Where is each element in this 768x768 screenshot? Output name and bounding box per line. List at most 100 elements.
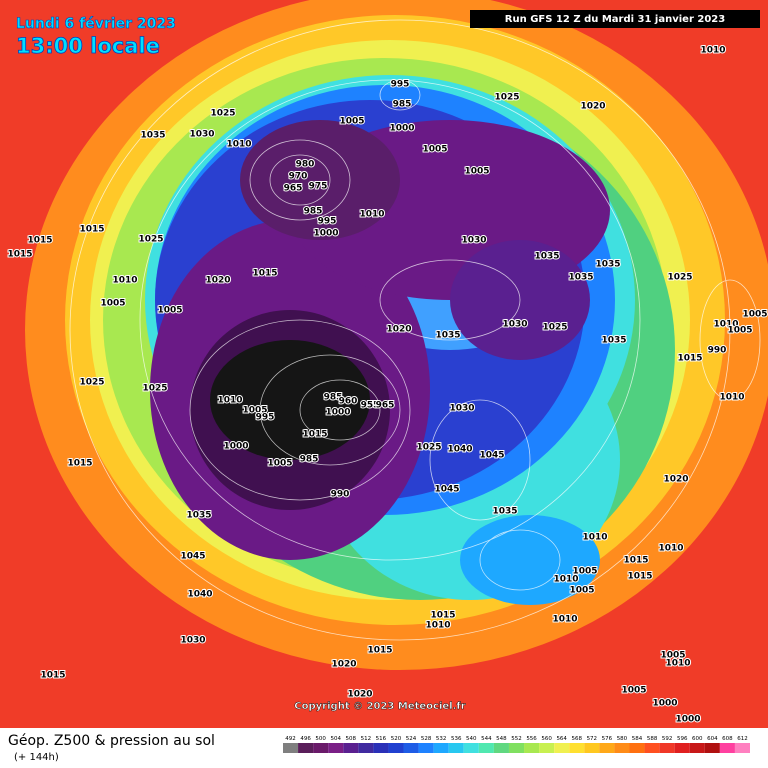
isobar-label: 1015	[623, 556, 648, 566]
legend-tick-label: 580	[617, 736, 628, 742]
isobar-label: 1005	[339, 117, 364, 127]
legend-tick-label: 504	[330, 736, 341, 742]
isobar-label: 1020	[386, 325, 411, 335]
isobar-label: 1015	[67, 459, 92, 469]
isobar-label: 970	[289, 172, 308, 182]
legend-tick-label: 584	[632, 736, 643, 742]
legend-swatch	[298, 743, 314, 753]
legend-tick-label: 568	[572, 736, 583, 742]
isobar-label: 1010	[719, 393, 744, 403]
legend-tick-label: 532	[436, 736, 447, 742]
field-background	[0, 0, 768, 728]
isobar-label: 1040	[187, 590, 212, 600]
legend-tick-label: 612	[737, 736, 748, 742]
isobar-label: 1035	[186, 511, 211, 521]
legend-tick-label: 492	[285, 736, 296, 742]
isobar-label: 1025	[210, 109, 235, 119]
footer-title: Géop. Z500 & pression au sol	[8, 733, 215, 749]
legend-tick-label: 572	[587, 736, 598, 742]
legend-swatch	[508, 743, 525, 753]
isobar-label: 1035	[568, 273, 593, 283]
isobar-label: 1010	[553, 575, 578, 585]
isobar-label: 1005	[422, 145, 447, 155]
legend-swatch	[689, 743, 705, 753]
legend-tick-label: 588	[647, 736, 658, 742]
isobar-label: 1025	[142, 384, 167, 394]
isobars	[69, 19, 761, 641]
legend-tick-label: 512	[361, 736, 372, 742]
legend-swatch	[283, 743, 299, 753]
legend-tick-label: 592	[662, 736, 673, 742]
isobar-label: 1045	[479, 451, 504, 461]
legend-tick-label: 500	[315, 736, 326, 742]
isobar-label: 1000	[652, 699, 677, 709]
legend-swatch	[584, 743, 600, 753]
isobar-label: 1015	[302, 430, 327, 440]
legend-tick-label: 544	[481, 736, 492, 742]
legend-tick-label: 564	[556, 736, 567, 742]
isobar-label: 1035	[601, 336, 626, 346]
isobar-label: 1010	[112, 276, 137, 286]
legend-swatch	[478, 743, 494, 753]
legend-tick-label: 560	[541, 736, 552, 742]
isobar-label: 1015	[252, 269, 277, 279]
isobar-label: 985	[304, 207, 323, 217]
legend-swatch	[554, 743, 570, 753]
legend: 492 496 500 504 508 512 516 520 524 528 532 536 540 5…	[283, 736, 750, 753]
isobar-label: 995	[391, 80, 410, 90]
isobar-label: 1015	[27, 236, 52, 246]
isobar-label: 965	[284, 184, 303, 194]
legend-tick-label: 516	[376, 736, 387, 742]
legend-tick-label: 524	[406, 736, 417, 742]
legend-swatch	[403, 743, 419, 753]
isobar-label: 1010	[359, 210, 384, 220]
legend-swatch	[313, 743, 329, 753]
forecast-date: Lundi 6 février 2023	[16, 16, 176, 32]
legend-tick-label: 556	[526, 736, 537, 742]
legend-swatch	[343, 743, 359, 753]
isobar-label: 1020	[331, 660, 356, 670]
isobar-label: 1015	[367, 646, 392, 656]
isobar-label: 1000	[313, 229, 338, 239]
legend-swatch	[328, 743, 344, 753]
isobar-label: 1015	[430, 611, 455, 621]
isobar-label: 1015	[40, 671, 65, 681]
run-info: Run GFS 12 Z du Mardi 31 janvier 2023	[505, 14, 725, 25]
isobar-label: 1020	[347, 690, 372, 700]
isobar-label: 1030	[449, 404, 474, 414]
legend-tick-label: 608	[722, 736, 733, 742]
isobar-label: 1005	[157, 306, 182, 316]
isobar-label: 985	[300, 455, 319, 465]
legend-tick-label: 536	[451, 736, 462, 742]
isobar-label: 1015	[627, 572, 652, 582]
isobar-label: 1025	[494, 93, 519, 103]
legend-swatch	[418, 743, 434, 753]
isobar-label: 1015	[677, 354, 702, 364]
isobar-label: 1005	[464, 167, 489, 177]
isobar-label: 1010	[226, 140, 251, 150]
isobar-label: 1010	[552, 615, 577, 625]
legend-swatch	[463, 743, 479, 753]
legend-swatch	[629, 743, 645, 753]
copyright: Copyright © 2023 Meteociel.fr	[294, 701, 465, 712]
isobar-label: 1035	[534, 252, 559, 262]
legend-tick-label: 540	[466, 736, 477, 742]
legend-tick-label: 596	[677, 736, 688, 742]
isobar-label: 1020	[205, 276, 230, 286]
legend-swatch	[569, 743, 585, 753]
isobar-label: 1020	[663, 475, 688, 485]
isobar-label: 1020	[580, 102, 605, 112]
isobar-label: 980	[296, 160, 315, 170]
isobar-label: 990	[331, 490, 350, 500]
legend-swatch	[719, 743, 735, 753]
isobar-label: 1040	[447, 445, 472, 455]
legend-swatch	[659, 743, 675, 753]
isobar-label: 1030	[461, 236, 486, 246]
isobar-label: 1000	[223, 442, 248, 452]
legend-swatch	[373, 743, 389, 753]
isobar-label: 1000	[389, 124, 414, 134]
isobar-label: 1030	[502, 320, 527, 330]
isobar-labels: 1010 1025 1020 995 985 1000 1005 1025 1035 1030 10…	[6, 45, 768, 726]
legend-swatch	[539, 743, 555, 753]
